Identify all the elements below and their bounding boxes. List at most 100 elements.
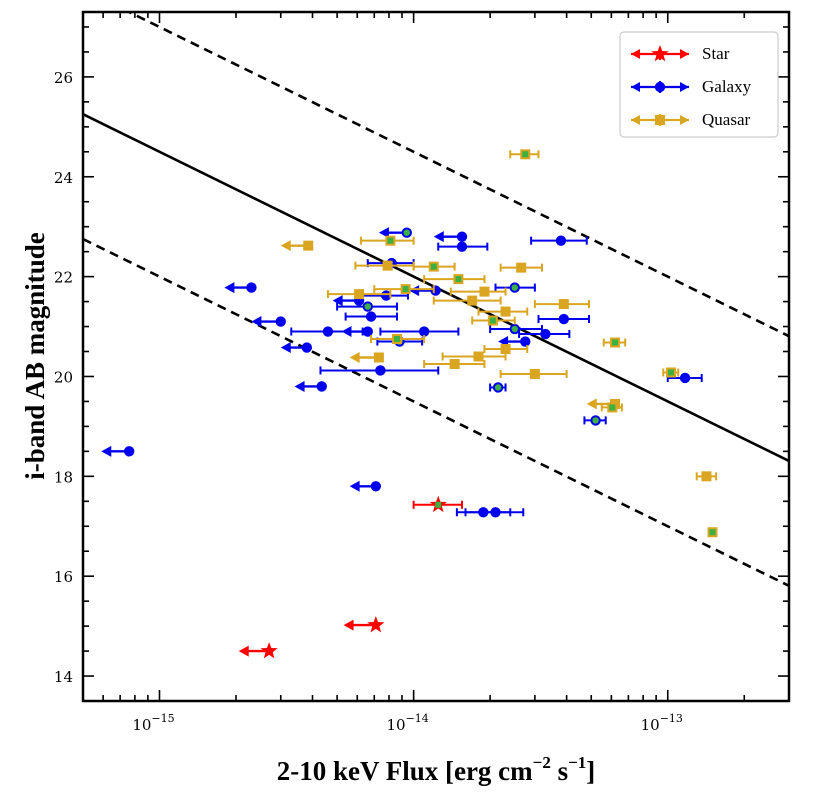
galaxy-upper-limit-arrow-head — [409, 285, 420, 297]
galaxy-upper-limit-arrow-head — [349, 480, 360, 492]
legend-quasar-arrow-left — [631, 115, 640, 125]
galaxy-point — [370, 481, 382, 492]
quasar-point-highlight — [402, 286, 409, 293]
quasar-point — [516, 262, 527, 273]
x-axis-title: 2-10 keV Flux [erg cm−2 s−1] — [277, 753, 596, 786]
galaxy-upper-limit-arrow-head — [280, 342, 291, 354]
galaxy-upper-limit-arrow-head — [332, 295, 343, 307]
quasar-point-highlight — [668, 369, 675, 376]
legend-star-arrow-left — [631, 49, 640, 59]
quasar-point-highlight — [393, 336, 400, 343]
y-tick-labels: 14 16 18 20 22 24 26 — [54, 69, 73, 686]
legend-label-galaxy: Galaxy — [702, 77, 752, 96]
y-axis-title: i-band AB magnitude — [20, 232, 50, 480]
quasar-point-highlight — [609, 404, 616, 411]
galaxy-point — [246, 282, 257, 293]
galaxy-point — [362, 326, 373, 337]
galaxy-point — [540, 328, 551, 340]
x-tick-label: 10−15 — [132, 712, 174, 734]
y-tick-label: 16 — [54, 568, 73, 586]
galaxy-point — [316, 381, 327, 392]
quasar-point-highlight — [489, 317, 496, 324]
galaxy-point — [301, 342, 313, 353]
quasar-point — [500, 344, 511, 355]
legend-quasar-arrow-right — [680, 115, 689, 125]
galaxy-upper-limit-arrow-head — [294, 380, 305, 392]
legend-markers — [631, 45, 689, 126]
legend-box — [619, 31, 779, 138]
star-upper-limit-arrow-head — [238, 645, 249, 657]
galaxy-point — [375, 365, 386, 376]
quasar-point — [558, 299, 569, 310]
galaxy-point-highlight — [592, 417, 599, 424]
quasar-point — [449, 358, 460, 369]
legend-quasar-marker — [655, 115, 665, 125]
y-tick-label: 14 — [54, 668, 73, 686]
y-tick-label: 18 — [54, 468, 73, 486]
legend-star-marker — [651, 45, 669, 62]
quasar-upper-limit-arrow-head — [349, 351, 360, 363]
plot-frame — [81, 10, 791, 703]
legend-galaxy-arrow-left — [631, 82, 640, 92]
x-tick-label-exponent: −14 — [406, 712, 429, 725]
galaxy-point — [679, 372, 691, 384]
legend-galaxy-marker — [654, 81, 666, 93]
quasar-point-highlight — [709, 529, 716, 536]
quasar-upper-limit-arrow-head — [586, 398, 597, 410]
star-point-highlight — [435, 501, 442, 508]
x-tick-label-exponent: −15 — [151, 712, 174, 725]
x-tick-label-base: 10 — [641, 716, 660, 734]
x-axis-title-exp1: −2 — [533, 753, 551, 772]
quasar-point-highlight — [455, 276, 462, 283]
galaxy-point-highlight — [494, 384, 502, 391]
y-tick-label: 26 — [54, 69, 73, 87]
quasar-point — [473, 351, 484, 362]
x-tick-label: 10−13 — [641, 712, 683, 734]
y-tick-label: 20 — [54, 368, 73, 386]
x-axis-title-mid: s — [551, 756, 568, 786]
galaxy-point — [381, 290, 392, 301]
galaxy-point-highlight — [364, 303, 371, 310]
galaxy-upper-limit-arrow-head — [433, 231, 444, 243]
lower-bound-line — [83, 237, 789, 587]
quasar-point-highlight — [430, 263, 437, 270]
quasar-point — [373, 352, 384, 363]
legend: Star Galaxy Quasar — [619, 31, 779, 138]
galaxy-point — [520, 336, 531, 347]
quasar-point — [500, 306, 511, 317]
galaxy-upper-limit-arrow-head — [378, 227, 389, 239]
galaxy-point-highlight — [403, 229, 410, 236]
quasar-point — [529, 368, 540, 379]
x-axis-title-exp2: −1 — [568, 753, 586, 772]
galaxy-point — [365, 311, 377, 322]
x-axis-title-end: ] — [586, 756, 595, 786]
galaxy-point — [456, 241, 468, 252]
x-tick-label-exponent: −13 — [660, 712, 683, 725]
galaxy-point — [322, 326, 334, 337]
quasar-upper-limit-arrow-head — [280, 240, 291, 252]
galaxy-upper-limit-arrow-head — [251, 316, 262, 328]
galaxy-upper-limit-arrow-head — [101, 445, 112, 457]
galaxy-point — [456, 231, 468, 242]
quasar-point — [354, 289, 365, 300]
x-axis-title-main: 2-10 keV Flux [erg cm — [277, 756, 533, 786]
upper-bound-line — [126, 12, 789, 338]
quasar-point — [303, 240, 314, 251]
quasar-point — [701, 471, 712, 482]
star-point — [367, 616, 385, 633]
quasar-point — [467, 295, 478, 306]
quasar-point-highlight — [387, 237, 394, 244]
x-tick-label-base: 10 — [386, 716, 405, 734]
quasar-point — [479, 286, 490, 297]
data-points — [101, 149, 718, 659]
x-tick-label-base: 10 — [132, 716, 151, 734]
galaxy-point — [418, 326, 430, 337]
galaxy-point — [490, 507, 501, 518]
star-point — [260, 642, 278, 659]
galaxy-point — [558, 313, 570, 325]
quasar-point — [382, 260, 393, 271]
galaxy-point — [430, 285, 441, 296]
quasar-point-highlight — [611, 339, 618, 346]
x-tick-label: 10−14 — [386, 712, 428, 734]
